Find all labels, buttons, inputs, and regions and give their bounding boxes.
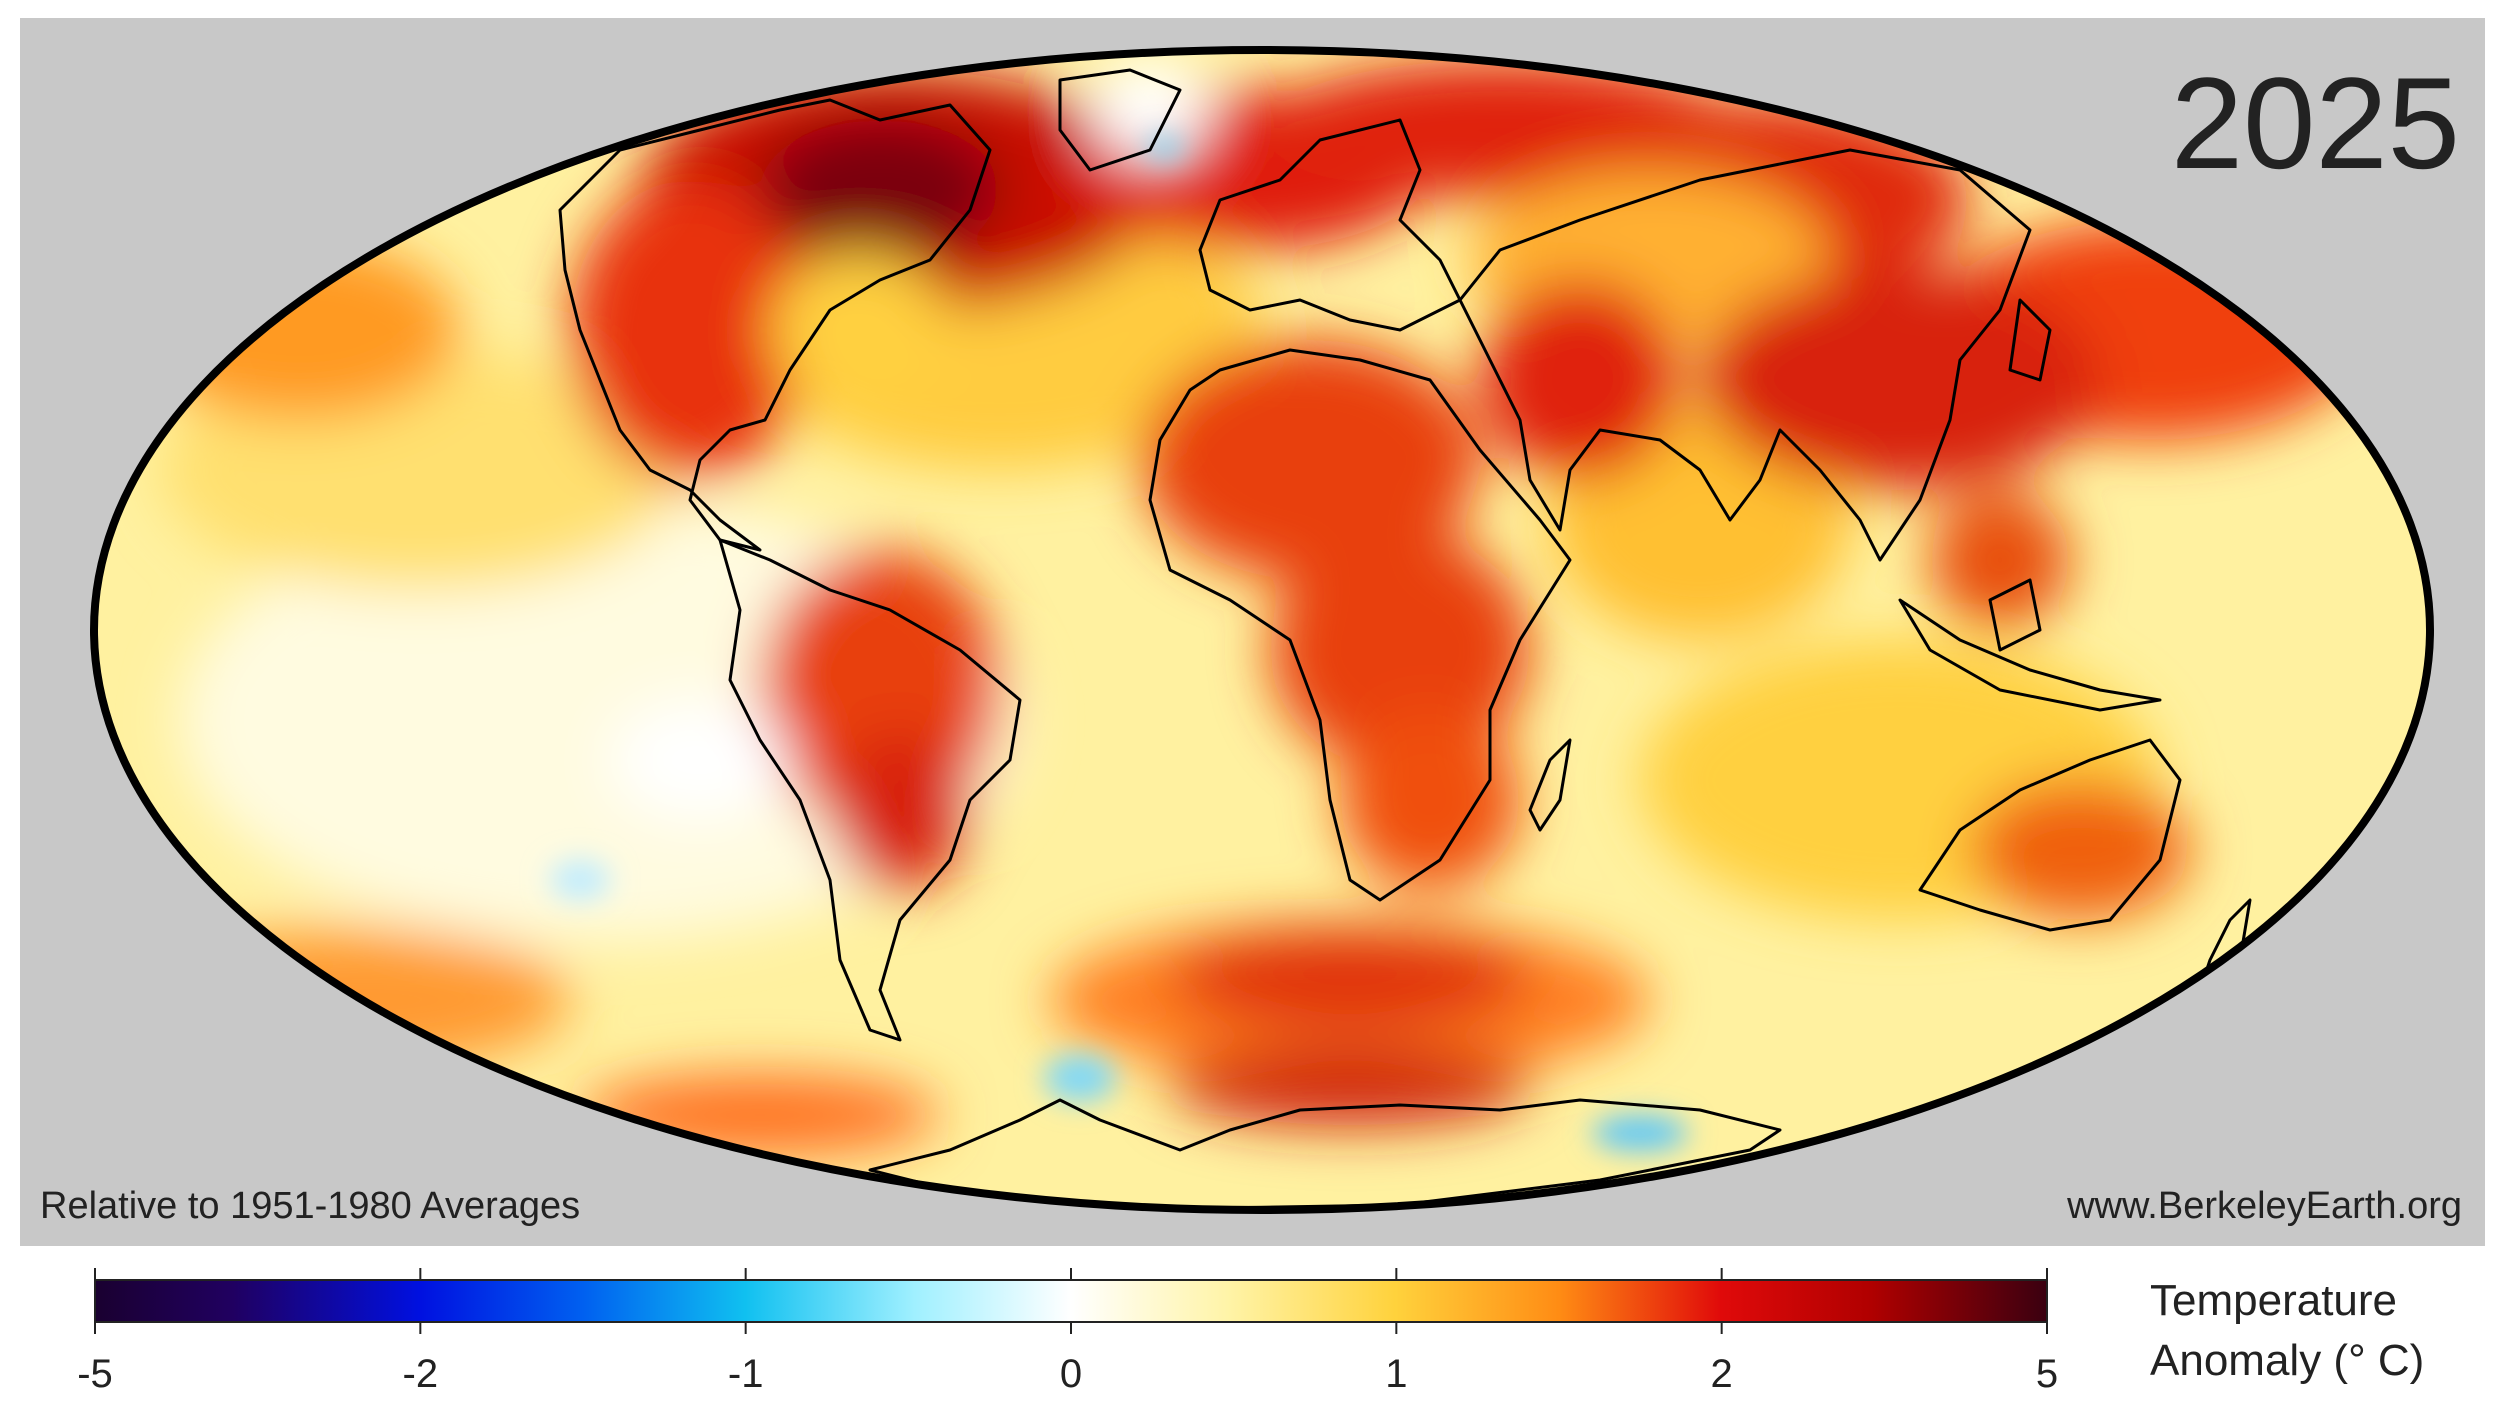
colorbar-tick-label: 0 — [1060, 1352, 1082, 1396]
coastline-europe — [1198, 118, 1462, 332]
colorbar-tick-label: -5 — [77, 1352, 113, 1396]
year-label: 2025 — [2171, 50, 2460, 196]
colorbar-tick-label: 1 — [1385, 1352, 1407, 1396]
colorbar-tick-label: -2 — [403, 1352, 439, 1396]
colorbar-title-line2: Anomaly (° C) — [2150, 1336, 2424, 1385]
coastline-greenland — [1058, 68, 1182, 172]
coastline-indonesia — [1898, 598, 2162, 712]
coastline-borneo — [1988, 578, 2042, 652]
colorbar-tick-label: 5 — [2036, 1352, 2058, 1396]
source-url: www.BerkeleyEarth.org — [2066, 1185, 2462, 1227]
globe-outline — [90, 46, 2434, 1214]
coastline-asia — [1458, 148, 2032, 562]
colorbar-ticks: -5 -2 -1 0 1 2 5 — [77, 1268, 2058, 1396]
colorbar: -5 -2 -1 0 1 2 5 Temperature Anomaly (° C) — [77, 1268, 2424, 1396]
colorbar-tick-label: -1 — [728, 1352, 764, 1396]
coastline-japan — [2008, 298, 2052, 382]
coastline-south-america — [718, 538, 1022, 1042]
coastline-north-america — [558, 98, 992, 552]
coastline-australia — [1918, 738, 2182, 932]
coastline-africa — [1148, 348, 1572, 902]
coastline-madagascar — [1528, 738, 1572, 832]
colorbar-gradient — [94, 1279, 2048, 1323]
colorbar-tick-label: 2 — [1711, 1352, 1733, 1396]
colorbar-title-line1: Temperature — [2150, 1276, 2397, 1325]
reference-period-note: Relative to 1951-1980 Averages — [40, 1185, 580, 1227]
